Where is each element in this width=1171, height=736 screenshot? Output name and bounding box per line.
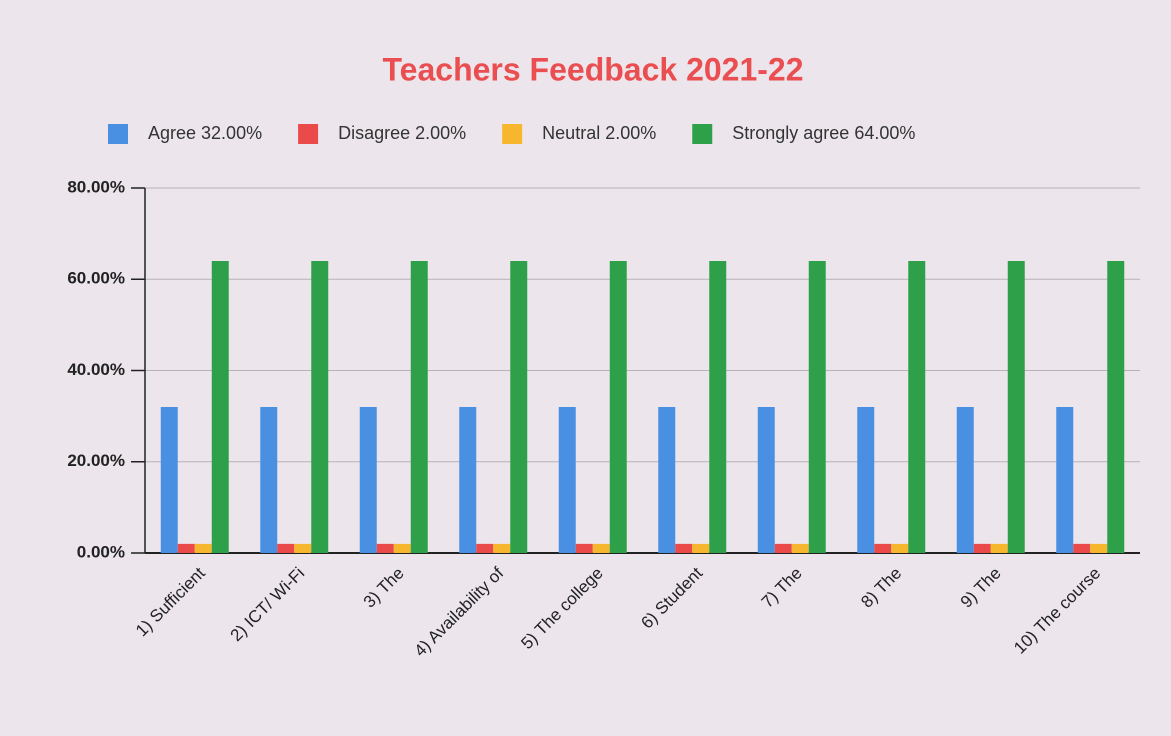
bar [459, 407, 477, 553]
bar [194, 543, 212, 553]
legend-label: Agree 32.00% [148, 123, 262, 143]
bar [1007, 261, 1025, 553]
bar [160, 407, 178, 553]
bar [311, 261, 329, 553]
bar [376, 543, 394, 553]
bar [575, 543, 593, 553]
bar [476, 543, 494, 553]
bar [294, 543, 312, 553]
y-tick-label: 80.00% [67, 177, 125, 196]
legend-label: Strongly agree 64.00% [732, 123, 915, 143]
y-tick-label: 0.00% [77, 542, 125, 561]
bar [973, 543, 991, 553]
bar [874, 543, 892, 553]
bar [709, 261, 727, 553]
bar [410, 261, 428, 553]
bar [1073, 543, 1091, 553]
legend-label: Neutral 2.00% [542, 123, 656, 143]
bar [277, 543, 295, 553]
bar [990, 543, 1008, 553]
bar [359, 407, 377, 553]
bar [493, 543, 511, 553]
bar [609, 261, 627, 553]
legend-swatch [108, 124, 128, 144]
bar [393, 543, 411, 553]
bar [177, 543, 195, 553]
y-tick-label: 60.00% [67, 269, 125, 288]
bar [658, 407, 676, 553]
bar [774, 543, 792, 553]
bar [692, 543, 710, 553]
bar [1056, 407, 1074, 553]
bar [808, 261, 826, 553]
bar [510, 261, 528, 553]
bar [1090, 543, 1108, 553]
bar [675, 543, 693, 553]
bar [891, 543, 909, 553]
y-tick-label: 40.00% [67, 360, 125, 379]
bar [260, 407, 278, 553]
bar [791, 543, 809, 553]
bar [211, 261, 229, 553]
bar [592, 543, 610, 553]
legend-swatch [502, 124, 523, 144]
chart-title: Teachers Feedback 2021-22 [383, 51, 804, 87]
y-tick-label: 20.00% [67, 451, 125, 470]
legend-swatch [298, 124, 319, 144]
bar [757, 407, 775, 553]
bar [857, 407, 875, 553]
bar [1107, 261, 1125, 553]
bar [558, 407, 576, 553]
bar [908, 261, 926, 553]
legend-label: Disagree 2.00% [338, 123, 466, 143]
legend-swatch [692, 124, 713, 144]
bar [956, 407, 974, 553]
